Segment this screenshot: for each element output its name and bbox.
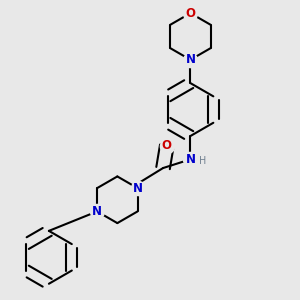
Text: N: N [185,153,195,166]
Text: H: H [199,156,206,166]
Text: N: N [133,182,142,195]
Text: O: O [162,139,172,152]
Text: O: O [185,7,195,20]
Text: N: N [185,53,195,66]
Text: N: N [92,205,102,218]
